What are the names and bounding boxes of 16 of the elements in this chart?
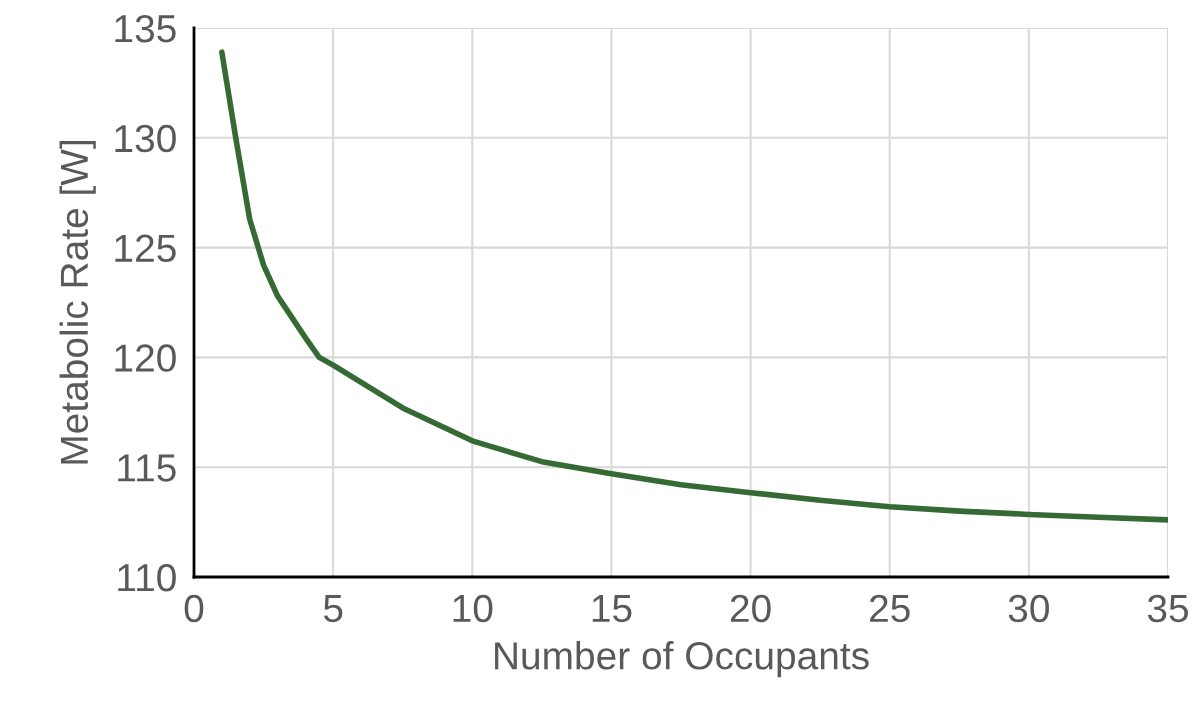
x-axis-title: Number of Occupants (495, 641, 869, 678)
y-tick-label: 125 (115, 234, 176, 263)
y-tick-label: 130 (115, 124, 176, 153)
x-tick-label: 35 (1147, 594, 1188, 623)
y-axis-title: Metabolic Rate [W] (59, 141, 96, 464)
x-tick-label: 15 (592, 595, 632, 623)
y-tick-label: 120 (115, 344, 176, 372)
y-tick-label: 110 (118, 563, 176, 592)
x-tick-label: 20 (730, 594, 771, 623)
x-tick-label: 0 (184, 594, 204, 623)
x-tick-label: 30 (1008, 594, 1049, 623)
x-tick-label: 5 (323, 595, 343, 623)
y-tick-label: 115 (118, 454, 176, 482)
y-tick-label: 135 (115, 14, 176, 43)
x-tick-label: 10 (453, 594, 493, 623)
x-tick-label: 25 (870, 594, 910, 623)
